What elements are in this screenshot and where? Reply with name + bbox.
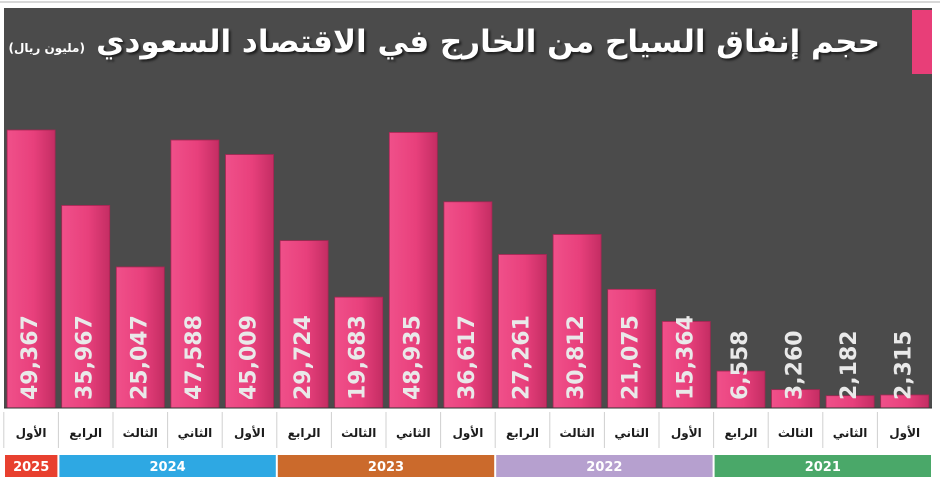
category-label: الأول [16, 425, 47, 441]
value-label: 2,315 [892, 330, 917, 400]
year-label: 2023 [368, 460, 404, 475]
category-label: الأول [671, 425, 702, 441]
chart-title-block: حجم إنفاق السياح من الخارج في الاقتصاد ا… [8, 24, 880, 60]
category-label: الثاني [614, 426, 649, 440]
year-label: 2022 [586, 460, 622, 475]
category-label: الثاني [833, 426, 868, 440]
value-label: 19,683 [346, 315, 371, 400]
value-label: 29,724 [291, 315, 316, 400]
value-label: 47,588 [182, 315, 207, 400]
year-label: 2024 [150, 460, 186, 475]
value-label: 25,047 [127, 315, 152, 400]
year-band [496, 455, 713, 477]
category-label: الأول [889, 425, 920, 441]
category-label: الثالث [341, 426, 376, 440]
value-label: 3,260 [783, 330, 808, 400]
chart-title: حجم إنفاق السياح من الخارج في الاقتصاد ا… [96, 24, 880, 60]
category-label: الرابع [69, 426, 102, 440]
value-label: 15,364 [673, 315, 698, 400]
year-band [277, 455, 495, 477]
value-label: 27,261 [510, 315, 535, 400]
bar [498, 254, 547, 409]
chart-unit: (مليون ريال) [8, 41, 85, 55]
value-label: 35,967 [73, 315, 98, 400]
category-strip [4, 408, 932, 454]
value-label: 21,075 [619, 315, 644, 400]
category-label: الرابع [506, 426, 539, 440]
bar [6, 129, 56, 409]
year-band [714, 455, 931, 477]
bar [279, 240, 329, 409]
value-label: 45,009 [237, 315, 262, 400]
year-band [59, 455, 276, 477]
title-accent-bar [912, 10, 932, 74]
bar [170, 139, 220, 409]
category-label: الأول [234, 425, 265, 441]
value-label: 49,367 [18, 315, 43, 400]
year-label: 2021 [805, 460, 841, 475]
value-label: 2,182 [837, 330, 862, 400]
category-label: الثاني [178, 426, 213, 440]
category-label: الثالث [123, 426, 158, 440]
year-band [5, 455, 58, 477]
category-label: الرابع [724, 426, 757, 440]
bar [61, 205, 111, 409]
bar [661, 321, 711, 409]
bar [443, 201, 493, 409]
bar [388, 132, 438, 409]
top-divider [0, 1, 940, 3]
year-label: 2025 [13, 460, 49, 475]
bar [334, 296, 384, 409]
category-label: الثالث [778, 426, 813, 440]
value-label: 30,812 [564, 315, 589, 400]
value-label: 6,558 [728, 330, 753, 400]
value-label: 36,617 [455, 315, 480, 400]
value-label: 48,935 [400, 315, 425, 400]
category-label: الرابع [288, 426, 321, 440]
category-label: الثاني [396, 426, 431, 440]
bar [607, 288, 657, 409]
category-label: الأول [452, 425, 483, 441]
category-label: الثالث [559, 426, 594, 440]
